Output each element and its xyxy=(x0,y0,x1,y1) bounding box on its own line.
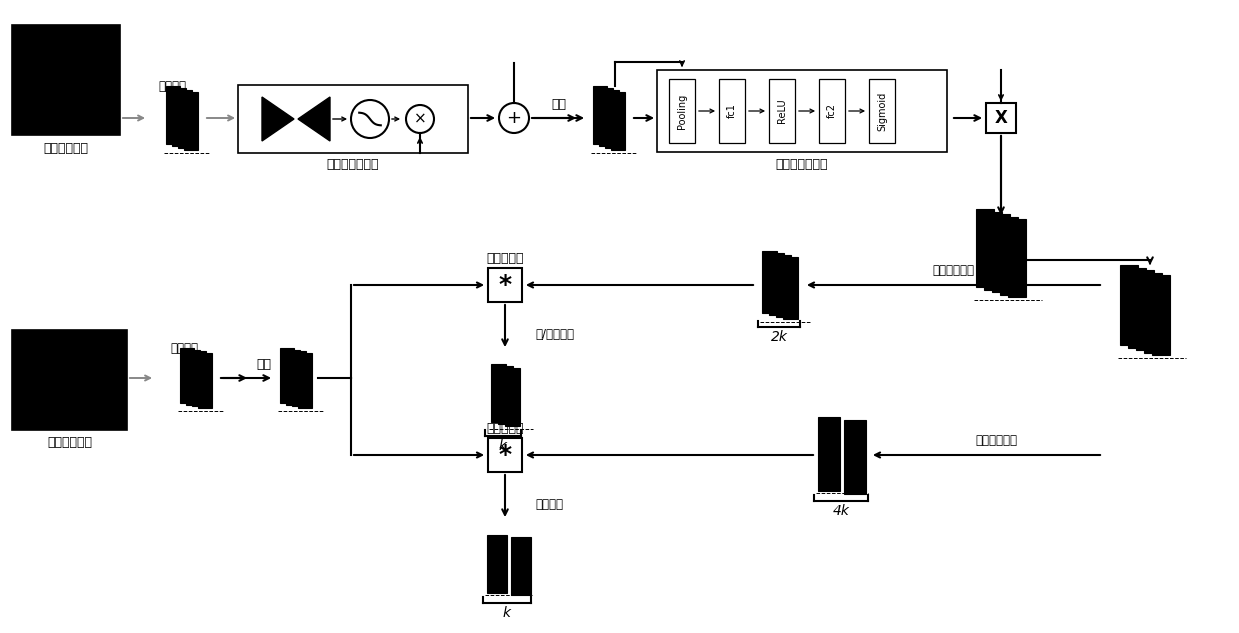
Text: 互相关卷积: 互相关卷积 xyxy=(486,422,524,434)
Text: fc2: fc2 xyxy=(826,104,838,118)
Text: ReLU: ReLU xyxy=(777,99,787,123)
Bar xyxy=(185,92,198,149)
Bar xyxy=(1127,268,1146,348)
Bar xyxy=(769,79,795,143)
Bar xyxy=(186,349,199,404)
Bar xyxy=(976,209,994,287)
Bar xyxy=(984,211,1002,289)
Bar xyxy=(498,366,513,424)
Text: k: k xyxy=(499,439,507,453)
Bar xyxy=(611,92,624,149)
Bar xyxy=(986,103,1016,133)
Text: 目标搜索区域: 目标搜索区域 xyxy=(47,437,93,449)
Text: *: * xyxy=(498,443,512,467)
Text: ×: × xyxy=(414,111,426,127)
Bar xyxy=(286,349,300,404)
Text: +: + xyxy=(507,109,522,127)
Text: 回归分支卷积: 回归分支卷积 xyxy=(975,434,1017,448)
Bar xyxy=(292,351,306,406)
Text: 2k: 2k xyxy=(771,330,788,344)
Text: X: X xyxy=(995,109,1007,127)
Bar xyxy=(769,253,784,315)
Text: 孪生网络: 孪生网络 xyxy=(159,80,186,94)
Bar xyxy=(1144,272,1162,353)
Bar xyxy=(1136,270,1154,350)
Circle shape xyxy=(351,100,389,138)
Circle shape xyxy=(406,105,434,133)
Text: 卷积: 卷积 xyxy=(256,358,271,372)
Bar xyxy=(12,25,120,135)
Bar xyxy=(598,88,613,146)
Text: Sigmoid: Sigmoid xyxy=(877,91,887,130)
Bar xyxy=(992,214,1010,292)
Text: k: k xyxy=(503,606,510,620)
Text: 前/背景分类: 前/背景分类 xyxy=(535,329,574,341)
Bar xyxy=(488,268,522,302)
Bar xyxy=(719,79,745,143)
Bar xyxy=(844,420,866,494)
Bar xyxy=(192,351,206,406)
Text: fc1: fc1 xyxy=(727,104,737,118)
Text: 空间注意力网络: 空间注意力网络 xyxy=(327,158,379,172)
Bar xyxy=(487,535,507,593)
Bar xyxy=(869,79,895,143)
Bar xyxy=(1000,216,1018,294)
Bar xyxy=(166,86,180,144)
Bar xyxy=(776,255,790,317)
Bar xyxy=(657,70,947,152)
Bar xyxy=(510,537,532,595)
Polygon shape xyxy=(299,97,330,141)
Text: 初始目标状态: 初始目标状态 xyxy=(43,142,88,154)
Bar xyxy=(1120,265,1137,345)
Polygon shape xyxy=(261,97,294,141)
Bar xyxy=(605,90,620,148)
Text: 通道注意力网络: 通道注意力网络 xyxy=(776,158,828,170)
Text: 孪生网络: 孪生网络 xyxy=(170,341,198,354)
Text: 卷积: 卷积 xyxy=(551,97,566,111)
Bar xyxy=(180,348,195,403)
Text: *: * xyxy=(498,273,512,297)
Bar xyxy=(299,353,312,408)
Bar xyxy=(504,368,519,426)
Bar xyxy=(1009,219,1026,297)
Bar xyxy=(818,417,840,491)
Bar xyxy=(669,79,695,143)
Text: 互相关卷积: 互相关卷积 xyxy=(486,251,524,265)
Circle shape xyxy=(499,103,529,133)
Bar xyxy=(488,438,522,472)
Bar xyxy=(762,251,777,313)
Bar xyxy=(198,353,212,408)
Bar xyxy=(238,85,468,153)
Text: Pooling: Pooling xyxy=(676,94,686,128)
Bar xyxy=(172,88,186,146)
Bar xyxy=(178,90,192,148)
Bar xyxy=(1152,275,1170,355)
Text: 分类分支卷积: 分类分支卷积 xyxy=(932,265,974,277)
Bar xyxy=(783,257,798,319)
Bar xyxy=(12,330,128,430)
Text: 位置回归: 位置回归 xyxy=(535,499,563,511)
Bar xyxy=(593,86,607,144)
Text: 4k: 4k xyxy=(833,504,850,518)
Bar xyxy=(280,348,294,403)
Bar xyxy=(819,79,845,143)
Bar xyxy=(491,364,506,422)
